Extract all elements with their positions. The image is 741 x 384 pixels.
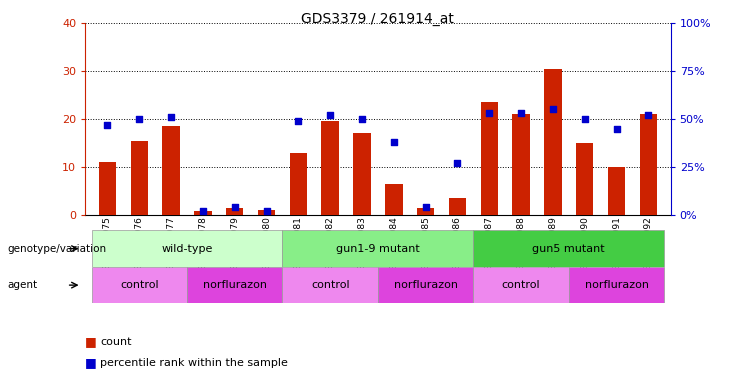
Point (419, 204, 431, 210)
Text: control: control (120, 280, 159, 290)
Bar (569, 267, 664, 303)
Bar (226, 208, 244, 215)
Text: norflurazon: norflurazon (393, 280, 458, 290)
Bar (353, 134, 370, 215)
Text: wild-type: wild-type (162, 243, 213, 254)
Bar (92, 230, 282, 267)
Point (293, 118, 305, 124)
Point (579, 116, 591, 122)
Bar (194, 211, 212, 215)
Point (547, 106, 559, 113)
Text: ■: ■ (85, 356, 97, 369)
Bar (258, 210, 276, 215)
Bar (290, 152, 307, 215)
Bar (417, 208, 434, 215)
Bar (385, 184, 402, 215)
Bar (187, 267, 282, 303)
Bar (322, 121, 339, 215)
Bar (162, 126, 180, 215)
Text: count: count (100, 337, 132, 347)
Bar (473, 267, 569, 303)
Text: norflurazon: norflurazon (203, 280, 267, 290)
Point (642, 112, 654, 118)
Text: norflurazon: norflurazon (585, 280, 648, 290)
Point (611, 126, 622, 132)
Point (133, 116, 145, 122)
Bar (92, 267, 187, 303)
Bar (282, 230, 473, 267)
Text: control: control (311, 280, 350, 290)
Text: agent: agent (7, 280, 38, 290)
Text: gun1-9 mutant: gun1-9 mutant (336, 243, 420, 254)
Point (451, 160, 463, 166)
Text: GDS3379 / 261914_at: GDS3379 / 261914_at (302, 12, 454, 25)
Text: control: control (502, 280, 540, 290)
Bar (608, 167, 625, 215)
Bar (99, 162, 116, 215)
Point (102, 122, 113, 128)
Bar (378, 267, 473, 303)
Bar (639, 114, 657, 215)
Point (356, 116, 368, 122)
Point (165, 114, 177, 120)
Bar (130, 141, 148, 215)
Point (515, 110, 527, 116)
Point (229, 204, 241, 210)
Point (483, 110, 495, 116)
Bar (512, 114, 530, 215)
Text: genotype/variation: genotype/variation (7, 243, 107, 254)
Text: percentile rank within the sample: percentile rank within the sample (100, 358, 288, 368)
Bar (449, 198, 466, 215)
Point (388, 139, 399, 145)
Bar (576, 143, 594, 215)
Bar (480, 102, 498, 215)
Text: gun5 mutant: gun5 mutant (533, 243, 605, 254)
Point (325, 112, 336, 118)
Bar (544, 69, 562, 215)
Bar (473, 230, 664, 267)
Text: ■: ■ (85, 335, 97, 348)
Point (197, 208, 209, 214)
Bar (282, 267, 378, 303)
Point (261, 208, 273, 214)
